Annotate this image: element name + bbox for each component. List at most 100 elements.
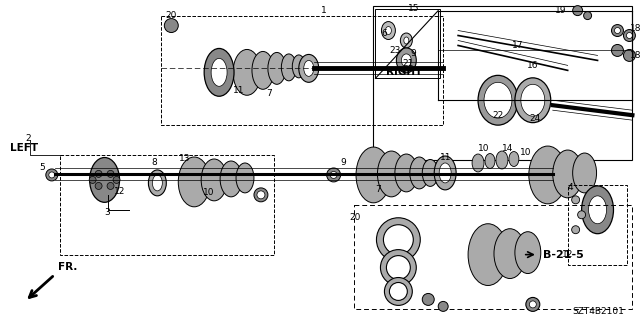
Ellipse shape <box>268 52 286 84</box>
Circle shape <box>584 11 591 19</box>
Circle shape <box>95 170 102 177</box>
Ellipse shape <box>529 146 566 204</box>
Text: 10: 10 <box>520 147 532 157</box>
Ellipse shape <box>468 224 508 286</box>
Ellipse shape <box>485 153 495 168</box>
Circle shape <box>326 168 340 182</box>
Text: 21: 21 <box>403 59 414 68</box>
Ellipse shape <box>236 163 254 193</box>
Ellipse shape <box>381 22 396 40</box>
Circle shape <box>572 196 580 204</box>
Ellipse shape <box>582 186 614 234</box>
Circle shape <box>107 170 114 177</box>
Circle shape <box>330 171 337 178</box>
Text: 3: 3 <box>105 208 111 217</box>
Ellipse shape <box>252 51 274 89</box>
Ellipse shape <box>509 152 519 167</box>
Text: 11: 11 <box>440 152 452 161</box>
Text: 12: 12 <box>562 250 573 259</box>
Text: 6: 6 <box>381 29 387 38</box>
Circle shape <box>422 293 434 305</box>
Ellipse shape <box>401 54 412 67</box>
Circle shape <box>614 27 620 33</box>
Circle shape <box>49 172 55 178</box>
Text: 14: 14 <box>502 144 514 152</box>
Text: 18: 18 <box>630 24 640 33</box>
Text: 19: 19 <box>555 6 566 15</box>
Circle shape <box>385 278 412 305</box>
Ellipse shape <box>152 175 163 191</box>
Text: 20: 20 <box>166 11 177 20</box>
Bar <box>374 6 632 160</box>
Ellipse shape <box>404 37 409 44</box>
Ellipse shape <box>478 75 518 125</box>
Ellipse shape <box>410 157 429 189</box>
Ellipse shape <box>439 163 451 183</box>
Text: 16: 16 <box>527 61 539 70</box>
Circle shape <box>438 301 448 311</box>
Circle shape <box>380 250 416 286</box>
Text: 10: 10 <box>478 144 490 152</box>
Ellipse shape <box>211 58 227 86</box>
Circle shape <box>107 182 114 189</box>
Circle shape <box>46 169 58 181</box>
Text: B-21-5: B-21-5 <box>543 249 584 260</box>
Circle shape <box>572 226 580 234</box>
Ellipse shape <box>385 26 392 34</box>
Ellipse shape <box>179 157 210 207</box>
Ellipse shape <box>292 55 305 78</box>
Ellipse shape <box>422 160 438 186</box>
Text: 17: 17 <box>512 41 524 50</box>
Ellipse shape <box>472 154 484 172</box>
Ellipse shape <box>299 55 319 82</box>
Text: 9: 9 <box>410 49 416 58</box>
Ellipse shape <box>553 150 582 198</box>
Ellipse shape <box>282 54 296 81</box>
Circle shape <box>526 297 540 311</box>
Ellipse shape <box>201 159 227 201</box>
Ellipse shape <box>378 151 405 197</box>
Text: 1: 1 <box>321 6 326 15</box>
Ellipse shape <box>220 161 242 197</box>
Ellipse shape <box>396 48 416 73</box>
Circle shape <box>383 225 413 255</box>
Text: 10: 10 <box>204 188 215 197</box>
Circle shape <box>623 49 636 61</box>
Circle shape <box>254 188 268 202</box>
Circle shape <box>113 176 120 183</box>
Ellipse shape <box>356 147 391 203</box>
Circle shape <box>578 211 586 219</box>
Ellipse shape <box>434 156 456 190</box>
Text: 7: 7 <box>266 89 272 98</box>
Bar <box>60 155 274 255</box>
Text: 7: 7 <box>376 185 381 194</box>
Circle shape <box>164 19 179 33</box>
Ellipse shape <box>515 232 541 273</box>
Ellipse shape <box>204 48 234 96</box>
Bar <box>376 9 440 78</box>
Bar <box>353 205 632 309</box>
Text: 18: 18 <box>630 51 640 60</box>
Circle shape <box>387 256 410 279</box>
Ellipse shape <box>515 78 551 122</box>
Text: FR.: FR. <box>58 262 77 271</box>
Text: 24: 24 <box>529 114 540 123</box>
Bar <box>161 16 443 125</box>
Ellipse shape <box>589 196 607 224</box>
Circle shape <box>529 301 536 308</box>
Ellipse shape <box>494 229 526 278</box>
Ellipse shape <box>484 82 512 118</box>
Circle shape <box>95 182 102 189</box>
Circle shape <box>611 44 623 56</box>
Text: 9: 9 <box>340 159 346 167</box>
Text: 8: 8 <box>152 159 157 167</box>
Ellipse shape <box>395 154 418 192</box>
Ellipse shape <box>233 49 261 95</box>
Text: 4: 4 <box>568 183 573 192</box>
Circle shape <box>89 176 96 183</box>
Text: 2: 2 <box>25 134 31 143</box>
Ellipse shape <box>521 84 545 116</box>
Circle shape <box>623 30 636 41</box>
Bar <box>568 185 627 264</box>
Circle shape <box>257 191 265 199</box>
